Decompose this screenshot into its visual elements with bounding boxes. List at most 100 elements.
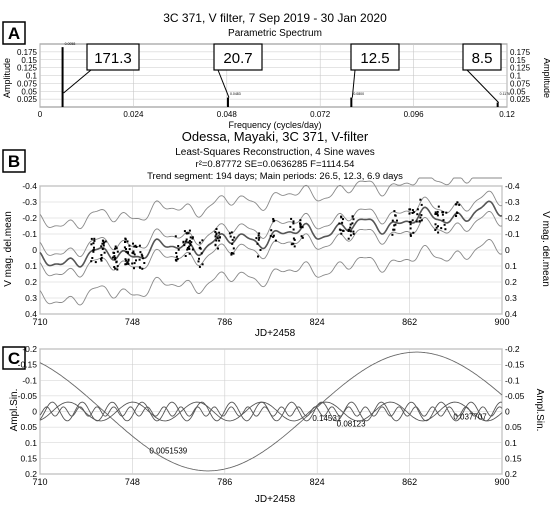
panel-c: C JD+2458 Ampl.Sin. Ampl.Sin. -0.2 -0.2 -0… xyxy=(2,344,545,505)
observation-point xyxy=(133,267,135,270)
observation-point xyxy=(444,228,447,231)
observation-point xyxy=(292,220,295,223)
observation-point xyxy=(198,247,201,250)
component-label: 0.037707 xyxy=(453,412,487,421)
observation-point xyxy=(90,243,93,246)
y-tick-label: -0.2 xyxy=(22,344,37,354)
y-tick-label-right: 0.125 xyxy=(510,64,531,73)
y-tick-label-right: -0.1 xyxy=(505,375,520,385)
observation-point xyxy=(219,236,221,239)
callout-leader xyxy=(217,69,230,98)
callout-box xyxy=(86,43,140,71)
panel-a-ylabel: Amplitude xyxy=(2,58,12,98)
observation-point xyxy=(292,242,295,245)
observation-point xyxy=(112,256,114,259)
observation-point xyxy=(231,242,234,245)
observation-point xyxy=(437,205,440,208)
observation-point xyxy=(230,231,233,234)
y-tick-label-right: 0.4 xyxy=(505,309,517,319)
panel-b-subtitle: Least-Squares Reconstruction, 4 Sine wav… xyxy=(175,147,375,158)
y-tick-label: 0.025 xyxy=(17,95,38,104)
observation-point xyxy=(138,258,141,261)
observation-point xyxy=(214,243,217,246)
observation-point xyxy=(441,211,444,214)
panel-b-stats: r²=0.87772 SE=0.0636285 F=1114.54 xyxy=(196,159,355,170)
observation-point xyxy=(191,237,194,240)
observation-point xyxy=(419,216,422,219)
observation-point xyxy=(114,247,117,250)
observation-point xyxy=(132,242,134,245)
observation-point xyxy=(437,225,439,228)
x-tick-label: 786 xyxy=(217,477,232,487)
observation-point xyxy=(126,261,129,264)
observation-point xyxy=(215,228,218,230)
observation-point xyxy=(215,239,218,242)
observation-point xyxy=(411,212,414,214)
observation-point xyxy=(139,266,142,269)
x-tick-label: 900 xyxy=(494,477,509,487)
peak-period-callout: 8.5 xyxy=(472,50,493,67)
observation-point xyxy=(190,241,193,244)
observation-point xyxy=(177,245,180,247)
observation-point xyxy=(258,236,261,239)
observation-point xyxy=(434,229,437,231)
callout-box xyxy=(462,43,502,71)
observation-point xyxy=(289,225,292,228)
observation-point xyxy=(416,208,419,211)
observation-point xyxy=(125,259,128,262)
observation-point xyxy=(301,226,304,228)
observation-point xyxy=(186,248,189,251)
observation-point xyxy=(116,250,119,253)
observation-point xyxy=(116,268,119,271)
observation-point xyxy=(93,239,96,242)
observation-point xyxy=(257,238,260,241)
panel-a-subtitle: Parametric Spectrum xyxy=(228,28,322,39)
observation-point xyxy=(258,232,261,235)
peak-small-label: 0.0483 xyxy=(230,92,241,96)
observation-point xyxy=(127,258,130,261)
observation-point xyxy=(113,255,116,258)
y-tick-label: 0.2 xyxy=(25,469,37,479)
peak-small-label: 0.1176 xyxy=(500,92,510,96)
y-tick-label-right: 0 xyxy=(505,407,510,417)
panel-a-ylabel-right: Amplitude xyxy=(542,58,550,98)
y-tick-label: -0.15 xyxy=(18,360,38,370)
observation-point xyxy=(437,231,440,234)
observation-point xyxy=(394,223,397,226)
observation-point xyxy=(174,235,177,238)
observation-point xyxy=(293,238,296,241)
observation-point xyxy=(445,211,448,214)
observation-point xyxy=(132,252,135,255)
y-tick-label-right: -0.4 xyxy=(505,181,520,191)
observation-point xyxy=(293,245,296,248)
observation-point xyxy=(183,244,186,247)
observation-point xyxy=(90,260,93,263)
panel-b-trend-note: Trend segment: 194 days; Main periods: 2… xyxy=(147,171,403,182)
observation-point xyxy=(131,251,134,254)
observation-point xyxy=(233,236,236,239)
panel-b: B Odessa, Mayaki, 3C 371, V-filter Least… xyxy=(2,129,550,339)
observation-point xyxy=(124,241,126,243)
observation-point xyxy=(191,248,194,251)
panel-c-xlabel: JD+2458 xyxy=(255,494,296,505)
observation-point xyxy=(420,214,423,217)
observation-point xyxy=(341,221,344,224)
y-tick-label: 0 xyxy=(32,407,37,417)
observation-point xyxy=(198,257,200,260)
observation-point xyxy=(115,247,118,250)
observation-point xyxy=(128,248,131,251)
callout-leader xyxy=(466,69,500,103)
observation-point xyxy=(188,252,191,255)
observation-point xyxy=(342,218,344,221)
observation-point xyxy=(198,241,201,244)
y-tick-label-right: 0.2 xyxy=(505,277,517,287)
observation-point xyxy=(440,227,443,230)
observation-point xyxy=(351,215,354,218)
observation-point xyxy=(133,262,136,265)
observation-point xyxy=(200,252,203,255)
observation-point xyxy=(201,239,204,242)
y-tick-label-right: -0.2 xyxy=(505,344,520,354)
observation-point xyxy=(434,211,437,214)
observation-point xyxy=(408,208,411,211)
y-tick-label: 0.2 xyxy=(25,277,37,287)
